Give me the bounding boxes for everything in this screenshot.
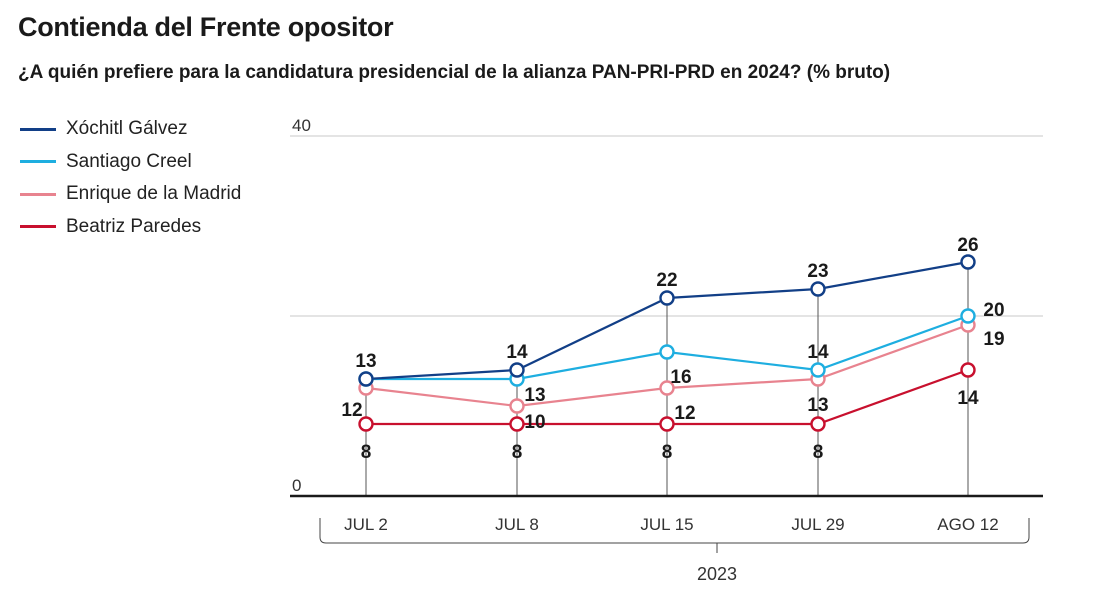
legend-item-enrique-de-la-madrid: Enrique de la Madrid <box>20 178 241 211</box>
legend-label: Xóchitl Gálvez <box>66 118 188 140</box>
data-label: 10 <box>524 412 545 433</box>
chart-title: Contienda del Frente opositor <box>18 12 394 42</box>
data-label: 16 <box>670 367 691 388</box>
data-point <box>509 398 525 414</box>
data-label: 13 <box>807 395 828 416</box>
x-tick-label: JUL 15 <box>640 515 693 534</box>
data-point <box>358 416 374 432</box>
data-label: 12 <box>674 403 695 424</box>
x-tick-label: JUL 8 <box>495 515 539 534</box>
legend-swatch <box>20 192 56 196</box>
data-label: 12 <box>341 400 362 421</box>
year-label: 2023 <box>697 564 737 584</box>
data-point <box>659 380 675 396</box>
data-point <box>810 362 826 378</box>
data-point <box>509 416 525 432</box>
legend-swatch <box>20 160 56 164</box>
x-tick-label: JUL 29 <box>791 515 844 534</box>
legend-item-beatriz-paredes: Beatriz Paredes <box>20 211 241 244</box>
y-tick-label: 40 <box>292 116 311 135</box>
data-label: 20 <box>983 300 1004 321</box>
x-tick-label: JUL 2 <box>344 515 388 534</box>
y-tick-label: 0 <box>292 476 301 495</box>
data-point <box>358 371 374 387</box>
data-label: 8 <box>512 442 523 463</box>
x-tick-label: AGO 12 <box>937 515 998 534</box>
data-label: 13 <box>355 351 376 372</box>
data-point <box>810 281 826 297</box>
data-point <box>509 362 525 378</box>
data-point <box>659 416 675 432</box>
data-label: 14 <box>957 388 979 409</box>
data-point <box>810 416 826 432</box>
chart-subtitle: ¿A quién prefiere para la candidatura pr… <box>18 62 891 83</box>
data-point <box>960 308 976 324</box>
data-label: 23 <box>807 261 828 282</box>
data-point <box>960 254 976 270</box>
data-point <box>659 290 675 306</box>
data-label: 13 <box>524 385 545 406</box>
data-label: 14 <box>807 342 829 363</box>
legend-swatch <box>20 225 56 229</box>
data-label: 8 <box>813 442 824 463</box>
data-label: 8 <box>662 442 673 463</box>
legend-swatch <box>20 127 56 131</box>
legend-label: Santiago Creel <box>66 150 192 172</box>
data-point <box>659 344 675 360</box>
data-point <box>960 362 976 378</box>
legend-item-xochitl-galvez: Xóchitl Gálvez <box>20 113 241 146</box>
legend-item-santiago-creel: Santiago Creel <box>20 146 241 179</box>
year-bracket <box>319 518 1030 544</box>
legend-label: Beatriz Paredes <box>66 215 202 237</box>
data-label: 26 <box>957 235 978 256</box>
data-label: 22 <box>656 270 677 291</box>
legend: Xóchitl Gálvez Santiago Creel Enrique de… <box>20 113 241 243</box>
legend-label: Enrique de la Madrid <box>66 183 242 205</box>
data-label: 8 <box>361 442 372 463</box>
data-label: 14 <box>506 342 528 363</box>
data-label: 19 <box>983 329 1004 350</box>
